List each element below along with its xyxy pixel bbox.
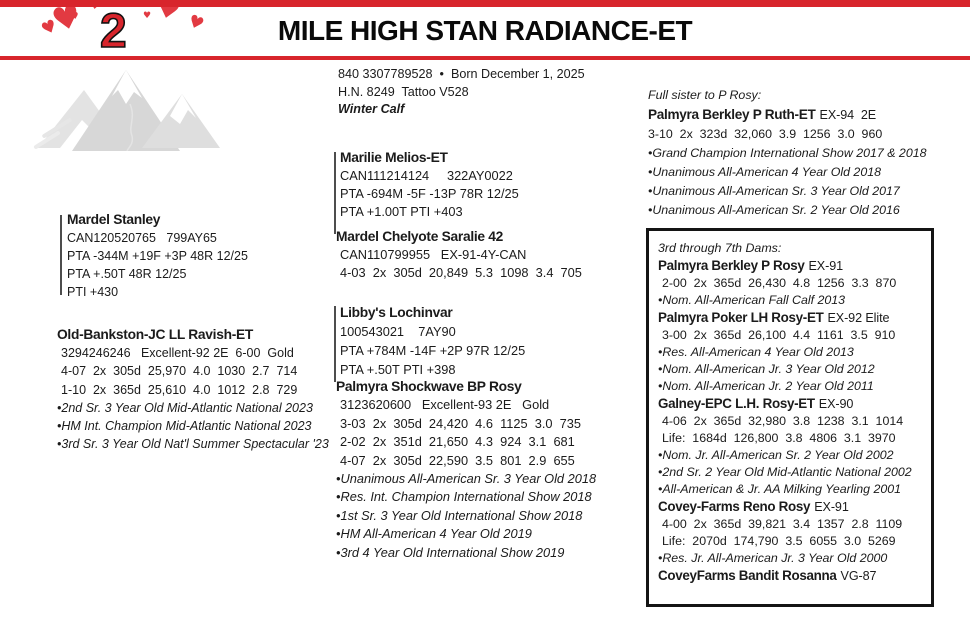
mountain-logo <box>33 70 220 151</box>
header-red-rule <box>0 56 970 60</box>
classification-score: EX-94 2E <box>819 108 877 122</box>
pta-line: PTA +.50T 48R 12/25 <box>67 267 187 281</box>
dam-name-line: Galney-EPC L.H. Rosy-ET EX-90 <box>658 395 927 413</box>
registration-number: 3123620600 Excellent-93 2E Gold <box>340 397 550 413</box>
lifetime-record: Life: 2070d 174,790 3.5 6055 3.0 5269 <box>662 534 896 548</box>
pedigree-bracket-line <box>334 306 336 382</box>
show-award-bullet: •2nd Sr. 2 Year Old Mid-Atlantic Nationa… <box>658 465 912 479</box>
classification-score: VG-87 <box>840 569 877 583</box>
pta-line: PTA +.50T PTI +398 <box>340 362 456 377</box>
production-record: 3-10 2x 323d 32,060 3.9 1256 3.0 960 <box>648 127 883 141</box>
show-award-bullet: •Nom. All-American Jr. 3 Year Old 2012 <box>658 362 875 376</box>
animal-name: Mardel Stanley <box>67 212 161 227</box>
animal-name: Palmyra Poker LH Rosy-ET <box>658 310 824 325</box>
pta-line: PTA -344M +19F +3P 48R 12/25 <box>67 249 248 263</box>
show-award-bullet: •Nom. All-American Fall Calf 2013 <box>658 293 846 307</box>
production-record: 1-10 2x 365d 25,610 4.0 1012 2.8 729 <box>61 382 298 397</box>
registration-number: 100543021 7AY90 <box>340 324 456 339</box>
lot-number: 2 <box>99 4 127 59</box>
top-red-bar <box>0 0 970 7</box>
show-award-bullet: •Res. Int. Champion International Show 2… <box>336 489 592 505</box>
show-award-bullet: •2nd Sr. 3 Year Old Mid-Atlantic Nationa… <box>57 400 313 415</box>
production-record: 4-06 2x 365d 32,980 3.8 1238 3.1 1014 <box>662 414 904 428</box>
show-award-bullet: •Res. All-American 4 Year Old 2013 <box>658 345 854 359</box>
sire-block: Mardel Stanley CAN120520765 799AY65 PTA … <box>60 211 248 301</box>
animal-name: Libby's Lochinvar <box>340 305 453 320</box>
animal-name: CoveyFarms Bandit Rosanna <box>658 568 837 583</box>
paternal-grandsire-block: Marilie Melios-ET CAN111214124 322AY0022… <box>334 149 519 234</box>
pedigree-bracket-line <box>60 215 62 295</box>
show-award-bullet: •Nom. All-American Jr. 2 Year Old 2011 <box>658 379 874 393</box>
show-award-bullet: •HM Int. Champion Mid-Atlantic National … <box>57 419 312 434</box>
show-award-bullet: •Unanimous All-American Sr. 3 Year Old 2… <box>336 471 597 487</box>
maternal-line-box: 3rd through 7th Dams: Palmyra Berkley P … <box>646 228 934 607</box>
production-record: 2-02 2x 351d 21,650 4.3 924 3.1 681 <box>340 434 575 450</box>
maternal-granddam-block: Palmyra Shockwave BP Rosy 3123620600 Exc… <box>336 378 596 562</box>
classification-score: EX-91 <box>814 500 849 514</box>
show-award-bullet: •HM All-American 4 Year Old 2019 <box>336 526 532 542</box>
show-award-bullet: •Unanimous All-American Sr. 2 Year Old 2… <box>648 203 900 217</box>
show-award-bullet: •Res. Jr. All-American Jr. 3 Year Old 20… <box>658 551 888 565</box>
production-record: 3-00 2x 365d 26,100 4.4 1161 3.5 910 <box>662 328 896 342</box>
show-award-bullet: •All-American & Jr. AA Milking Yearling … <box>658 482 902 496</box>
identification-block: 840 3307789528 • Born December 1, 2025 H… <box>338 66 585 119</box>
registration-number: 3294246246 Excellent-92 2E 6-00 Gold <box>61 346 294 361</box>
animal-name: Old-Bankston-JC LL Ravish-ET <box>57 327 254 342</box>
dam-name-line: Palmyra Berkley P Rosy EX-91 <box>658 257 927 275</box>
box-heading: 3rd through 7th Dams: <box>658 241 782 255</box>
production-record: 2-00 2x 365d 26,430 4.8 1256 3.3 870 <box>662 276 897 290</box>
full-sister-label: Full sister to P Rosy: <box>648 88 762 102</box>
lifetime-record: Life: 1684d 126,800 3.8 4806 3.1 3970 <box>662 431 896 445</box>
production-record: 3-03 2x 305d 24,420 4.6 1125 3.0 735 <box>340 415 581 431</box>
show-award-bullet: •1st Sr. 3 Year Old International Show 2… <box>336 507 583 523</box>
show-award-bullet: •3rd 4 Year Old International Show 2019 <box>336 544 565 560</box>
registration-number: CAN120520765 799AY65 <box>67 231 217 245</box>
registration-number: CAN110799955 EX-91-4Y-CAN <box>340 247 527 262</box>
show-award-bullet: •Nom. Jr. All-American Sr. 2 Year Old 20… <box>658 448 894 462</box>
pta-line: PTA +784M -14F +2P 97R 12/25 <box>340 343 526 358</box>
paternal-granddam-block: Mardel Chelyote Saralie 42 CAN110799955 … <box>336 228 582 282</box>
full-sister-name-line: Palmyra Berkley P Ruth-ET EX-94 2E <box>648 105 927 125</box>
maternal-grandsire-block: Libby's Lochinvar 100543021 7AY90 PTA +7… <box>334 303 526 382</box>
page-title: MILE HIGH STAN RADIANCE-ET <box>277 15 693 46</box>
registration-number: CAN111214124 322AY0022 <box>340 168 513 183</box>
production-record: 4-03 2x 305d 20,849 5.3 1098 3.4 705 <box>340 265 582 280</box>
production-record: 4-07 2x 305d 25,970 4.0 1030 2.7 714 <box>61 364 298 379</box>
pedigree-bracket-line <box>334 152 336 234</box>
show-award-bullet: •Unanimous All-American Sr. 3 Year Old 2… <box>648 184 900 198</box>
classification-score: EX-92 Elite <box>827 311 890 325</box>
calf-type: Winter Calf <box>338 102 405 116</box>
dam-name-line: Palmyra Poker LH Rosy-ET EX-92 Elite <box>658 309 927 327</box>
registration-line: 840 3307789528 • Born December 1, 2025 <box>338 67 585 81</box>
pti-line: PTI +430 <box>67 285 119 299</box>
dam-name-line: Covey-Farms Reno Rosy EX-91 <box>658 498 927 516</box>
animal-name: Palmyra Berkley P Ruth-ET <box>648 107 816 122</box>
dam-name-line: CoveyFarms Bandit Rosanna VG-87 <box>658 567 927 585</box>
dam-block: Old-Bankston-JC LL Ravish-ET 3294246246 … <box>57 326 329 453</box>
show-award-bullet: •Unanimous All-American 4 Year Old 2018 <box>648 165 881 179</box>
animal-name: Palmyra Shockwave BP Rosy <box>336 379 522 394</box>
animal-name: Galney-EPC L.H. Rosy-ET <box>658 396 815 411</box>
animal-name: Marilie Melios-ET <box>340 150 448 165</box>
pta-line: PTA -694M -5F -13P 78R 12/25 <box>340 186 519 201</box>
classification-score: EX-91 <box>808 259 844 273</box>
full-sister-block: Full sister to P Rosy: Palmyra Berkley P… <box>648 86 927 220</box>
animal-name: Covey-Farms Reno Rosy <box>658 499 811 514</box>
production-record: 4-07 2x 305d 22,590 3.5 801 2.9 655 <box>340 452 575 468</box>
show-award-bullet: •Grand Champion International Show 2017 … <box>648 146 927 160</box>
heart-icon: ♥ <box>143 11 152 21</box>
animal-name: Mardel Chelyote Saralie 42 <box>336 229 504 244</box>
herd-tattoo-line: H.N. 8249 Tattoo V528 <box>338 84 469 99</box>
production-record: 4-00 2x 365d 39,821 3.4 1357 2.8 1109 <box>662 517 903 531</box>
animal-name: Palmyra Berkley P Rosy <box>658 258 805 273</box>
classification-score: EX-90 <box>818 397 854 411</box>
pta-line: PTA +1.00T PTI +403 <box>340 204 463 219</box>
show-award-bullet: •3rd Sr. 3 Year Old Nat'l Summer Spectac… <box>57 437 329 452</box>
